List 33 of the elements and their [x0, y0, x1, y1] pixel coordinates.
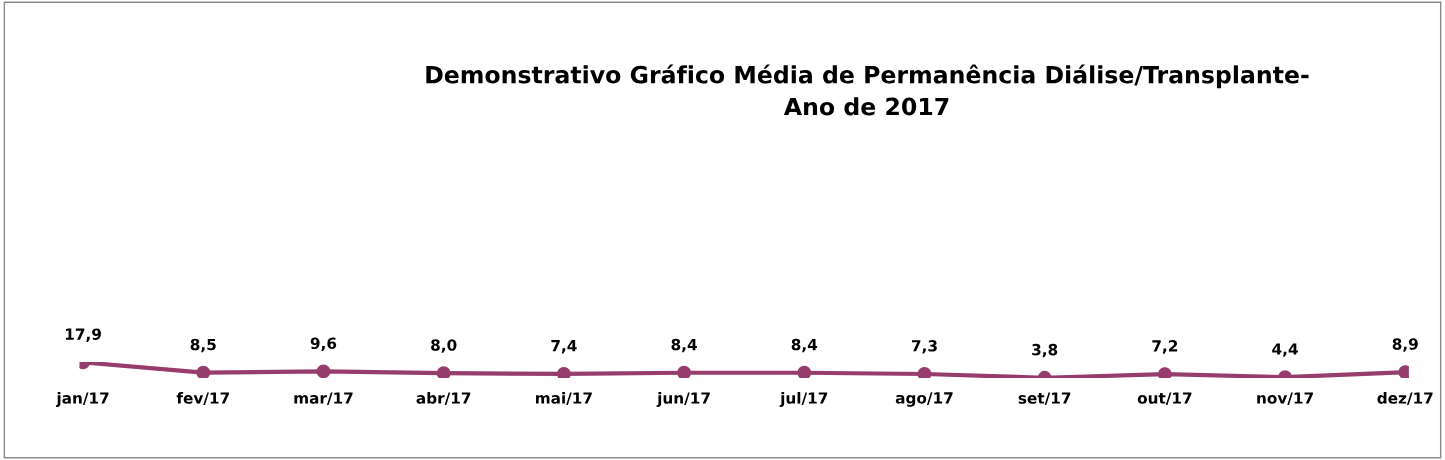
x-tick-label: ago/17	[895, 392, 953, 407]
x-tick-label: set/17	[1018, 392, 1071, 406]
x-tick-label: abr/17	[416, 392, 471, 406]
point	[556, 366, 571, 379]
x-tick-label: nov/17	[1257, 392, 1313, 406]
point	[1157, 367, 1172, 379]
data-label: 17,9	[65, 328, 101, 342]
data-label: 8,4	[791, 338, 818, 353]
data-label: 7,4	[551, 340, 577, 354]
data-label: 3,8	[1032, 343, 1058, 358]
data-label: 8,4	[671, 338, 697, 353]
data-label: 7,2	[1152, 340, 1178, 354]
point	[677, 365, 692, 379]
x-tick-label: jun/17	[656, 392, 710, 407]
data-label: 9,6	[310, 337, 337, 351]
x-tick-label: fev/17	[176, 392, 229, 406]
point	[316, 364, 331, 379]
x-tick-label: jan/17	[55, 392, 109, 407]
chart-title: Demonstrativo Gráfico Média de Permanência Diálise/Transplante- Ano de 2017	[426, 64, 1309, 116]
x-tick-label: jul/17	[779, 392, 828, 407]
x-tick-label: mai/17	[535, 392, 592, 406]
point	[196, 365, 211, 379]
data-label: 8,0	[431, 339, 457, 353]
data-label: 8,5	[190, 338, 216, 353]
x-tick-label: mar/17	[294, 392, 353, 406]
data-label: 4,4	[1272, 343, 1298, 357]
x-tick-label: dez/17	[1377, 392, 1433, 406]
point	[436, 366, 451, 379]
data-label: 8,9	[1392, 338, 1418, 352]
point	[917, 367, 932, 379]
data-label: 7,3	[911, 340, 937, 354]
x-tick-label: out/17	[1137, 392, 1192, 406]
point	[797, 365, 812, 379]
